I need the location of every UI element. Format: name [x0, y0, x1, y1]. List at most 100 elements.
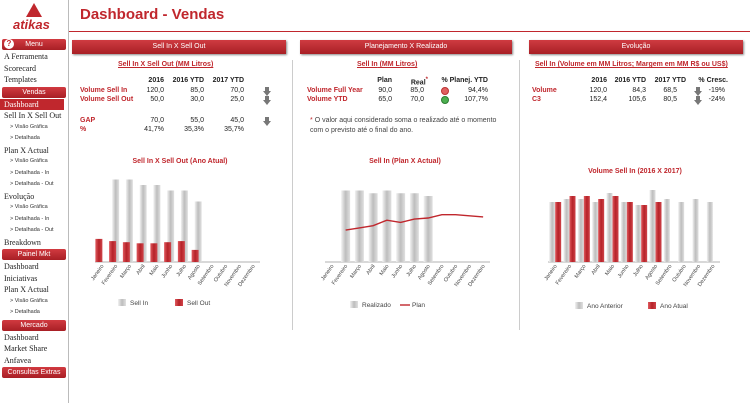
- panel-header-evolucao[interactable]: Evolução: [529, 40, 743, 54]
- x-tick-label: Julho: [176, 264, 188, 278]
- p3-cell: 105,6: [628, 96, 646, 103]
- sidebar-item-vis-o-gr-fica[interactable]: > Visão Gráfica: [10, 158, 48, 164]
- sidebar-item-detalhada-out[interactable]: > Detalhada - Out: [10, 227, 54, 233]
- sidebar-item-templates[interactable]: Templates: [4, 75, 37, 84]
- p3-subtitle-rest: (Volume em MM Litros; Margem em MM R$ ou…: [555, 61, 728, 68]
- p2-note: * O valor aqui considerado soma o realiz…: [310, 116, 510, 136]
- panel-header-sell-in-x-sell-out[interactable]: Sell In X Sell Out: [72, 40, 286, 54]
- p1-row-label: Volume Sell Out: [80, 96, 134, 103]
- down-arrow-icon: [263, 117, 271, 126]
- sidebar-item-evolu-o[interactable]: Evolução: [4, 191, 35, 201]
- x-tick-label: Março: [574, 264, 588, 280]
- p2-note-text: O valor aqui considerado soma o realizad…: [310, 117, 497, 134]
- bar-sell-out: [122, 242, 130, 262]
- bar-ano-anterior: [563, 199, 570, 262]
- sidebar: ? Menu A Ferramenta Scorecard Templates Ve…: [0, 38, 68, 379]
- sidebar-item-detalhada[interactable]: > Detalhada: [10, 135, 40, 141]
- bar-ano-anterior: [620, 202, 627, 262]
- p1-cell: 45,0: [230, 117, 244, 124]
- legend-swatch: [575, 302, 583, 309]
- p2-note-asterisk: *: [310, 117, 313, 124]
- sidebar-item-detalhada[interactable]: > Detalhada: [10, 309, 40, 315]
- sidebar-item-breakdown[interactable]: Breakdown: [4, 237, 41, 247]
- p1-cell: 41,7%: [144, 126, 164, 133]
- section-mercado[interactable]: Mercado: [2, 319, 66, 331]
- bar-ano-anterior: [706, 202, 713, 262]
- sidebar-item-detalhada-out[interactable]: > Detalhada - Out: [10, 181, 54, 187]
- sidebar-item-vis-o-gr-fica[interactable]: > Visão Gráfica: [10, 204, 48, 210]
- bar-sell-in: [153, 185, 161, 262]
- p1-subtitle: Sell In X Sell Out (MM Litros): [118, 61, 214, 68]
- p1-cell: 30,0: [190, 96, 204, 103]
- p1-cell: 25,0: [230, 96, 244, 103]
- sidebar-item-plan-x-actual[interactable]: Plan X Actual: [4, 145, 49, 155]
- sidebar-item-market-share[interactable]: Market Share: [4, 344, 48, 353]
- p2-col-header-real: Real: [410, 79, 426, 87]
- p3-cell: 84,3: [632, 87, 646, 94]
- bar-ano-atual: [655, 202, 662, 262]
- bar-sell-out: [191, 249, 199, 262]
- chart2-title: Sell In (Plan X Actual): [369, 158, 441, 165]
- p2-row-label: Volume YTD: [307, 96, 348, 103]
- bar-sell-in: [125, 179, 133, 262]
- section-vendas[interactable]: Vendas: [2, 86, 66, 98]
- sidebar-item-vis-o-gr-fica[interactable]: > Visão Gráfica: [10, 123, 48, 130]
- header-rule: [69, 31, 750, 32]
- sidebar-item-detalhada-in[interactable]: > Detalhada - In: [10, 215, 50, 222]
- p3-cell: 120,0: [589, 87, 607, 94]
- page-title: Dashboard - Vendas: [80, 6, 225, 23]
- menu-button[interactable]: ? Menu: [2, 39, 66, 50]
- bar-sell-in: [167, 190, 175, 262]
- section-consultas-extras[interactable]: Consultas Extras: [2, 367, 66, 378]
- sidebar-item-dashboard[interactable]: Dashboard: [4, 332, 39, 342]
- p2-cell: 65,0: [378, 96, 392, 103]
- p3-col-header: 2017 YTD: [654, 77, 686, 84]
- sidebar-item-iniciativas[interactable]: Iniciativas: [4, 273, 38, 283]
- p2-subtitle-rest: (MM Litros): [377, 61, 418, 68]
- p3-cell: -19%: [708, 87, 725, 94]
- x-tick-label: Julho: [632, 264, 644, 278]
- sidebar-item-sell-in-x-sell-out[interactable]: Sell In X Sell Out: [4, 111, 62, 120]
- p2-col-header: Plan: [377, 77, 392, 84]
- p1-cell: 35,7%: [224, 126, 244, 133]
- x-tick-label: Março: [119, 264, 133, 280]
- p2-col-header: % Planej. YTD: [441, 77, 488, 84]
- menu-label: Menu: [25, 41, 43, 48]
- x-tick-label: Maio: [149, 264, 161, 277]
- bar-realizado: [409, 193, 419, 262]
- p2-col-header: Real*: [404, 77, 428, 86]
- bar-sell-out: [109, 241, 117, 262]
- bar-ano-atual: [641, 205, 648, 262]
- section-painel-mkt[interactable]: Painel Mkt: [2, 249, 66, 260]
- legend-swatch: [350, 301, 358, 308]
- x-tick-label: Agosto: [644, 264, 659, 281]
- sidebar-item-detalhada-in[interactable]: > Detalhada - In: [10, 169, 50, 176]
- p3-cell: 80,5: [663, 96, 677, 103]
- panel-separator: [292, 60, 293, 330]
- sidebar-item-anfavea[interactable]: Anfavea: [4, 355, 32, 365]
- p2-subtitle-main: Sell In: [357, 61, 378, 68]
- p3-col-header: 2016: [591, 77, 607, 84]
- sidebar-item-scorecard[interactable]: Scorecard: [4, 63, 36, 73]
- help-icon[interactable]: ?: [4, 39, 14, 49]
- sidebar-item-a-ferramenta[interactable]: A Ferramenta: [4, 52, 48, 61]
- bar-realizado: [341, 190, 351, 262]
- x-tick-label: Junho: [617, 264, 631, 280]
- p3-col-header: % Cresc.: [698, 77, 728, 84]
- sidebar-item-plan-x-actual[interactable]: Plan X Actual: [4, 285, 49, 294]
- bar-sell-in: [194, 201, 202, 262]
- p2-subtitle: Sell In (MM Litros): [357, 61, 417, 68]
- sidebar-item-vis-o-gr-fica[interactable]: > Visão Gráfica: [10, 297, 48, 304]
- bar-sell-out: [164, 242, 172, 262]
- p1-cell: 85,0: [190, 87, 204, 94]
- sidebar-item-dashboard[interactable]: Dashboard: [0, 98, 64, 110]
- panel-header-planejamento[interactable]: Planejamento X Realizado: [300, 40, 512, 54]
- bar-ano-anterior: [663, 199, 670, 262]
- p1-col-header: 2016 YTD: [172, 77, 204, 84]
- sidebar-item-dashboard[interactable]: Dashboard: [4, 262, 39, 271]
- p1-cell: 120,0: [146, 87, 164, 94]
- status-red-icon: [441, 87, 449, 95]
- app-logo: atikas: [0, 0, 68, 36]
- bar-ano-anterior: [549, 202, 556, 262]
